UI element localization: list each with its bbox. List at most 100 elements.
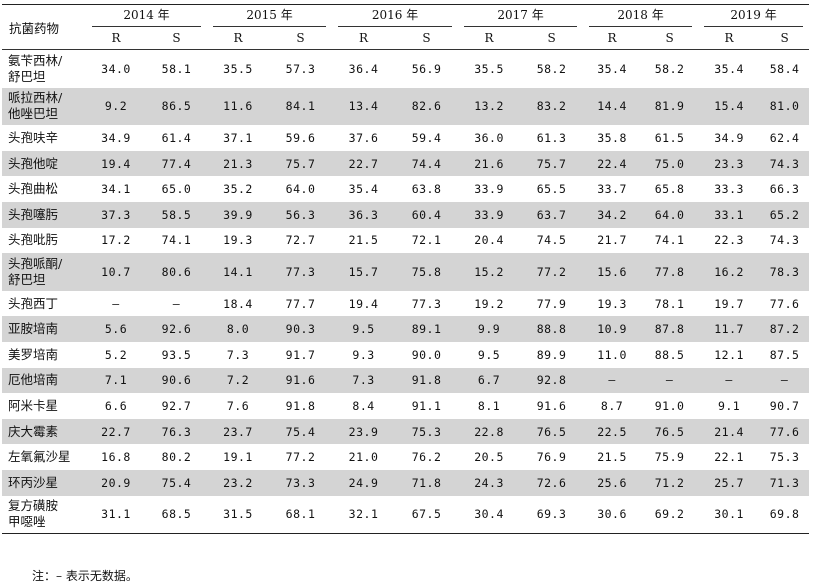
table-row: 哌拉西林/他唑巴坦 9.2 86.5 11.6 84.1 13.4 82.6 13.2 83.2… (2, 87, 810, 126)
s-value-cell: 77.7 (285, 296, 316, 311)
table-row: 头孢西丁 – – 18.4 77.7 19.4 77.3 19.2 77.9 19.3 78.1 19… (2, 291, 809, 317)
table-header: 抗菌药物 2014 年 2015 年 2016 年 2017 年 2018 年 … (2, 4, 810, 50)
s-value-cell: 61.4 (161, 130, 192, 145)
r-value-cell: 33.9 (474, 182, 504, 197)
resistance-table: 抗菌药物 2014 年 2015 年 2016 年 2017 年 2018 年 … (2, 4, 810, 535)
r-value-cell: 19.7 (714, 296, 744, 311)
year-header-label: 2017 年 (464, 5, 578, 27)
drug-name-cell: 头孢他啶 (2, 150, 86, 177)
r-value-cell: 11.6 (207, 87, 270, 126)
s-value-cell: 74.4 (395, 150, 459, 177)
s-value-cell: 75.8 (395, 253, 459, 291)
r-value-cell: 33.3 (714, 182, 744, 197)
r-value-cell: 20.5 (474, 450, 504, 465)
r-value-cell: 35.4 (714, 61, 744, 76)
table-row: 环丙沙星 20.9 75.4 23.2 73.3 24.9 71.8 24.3 72.6 25.6… (2, 469, 810, 496)
s-value-cell: 78.3 (760, 253, 810, 291)
drug-name-cell: 阿米卡星 (2, 393, 86, 419)
r-value-cell: 22.5 (583, 418, 642, 445)
r-header: R (332, 27, 396, 50)
s-value-cell: 89.1 (395, 316, 459, 342)
s-value-cell: 58.4 (769, 61, 800, 76)
s-value-cell: 90.0 (411, 347, 442, 362)
s-value-cell: 75.7 (269, 150, 333, 177)
s-value-cell: 69.3 (520, 495, 584, 535)
r-value-cell: 21.3 (207, 150, 270, 177)
r-value-cell: 23.7 (207, 418, 270, 445)
table-row: 左氧氟沙星 16.8 80.2 19.1 77.2 21.0 76.2 20.5 76.9 21.… (2, 444, 809, 470)
table-row: 头孢呋辛 34.9 61.4 37.1 59.6 37.6 59.4 36.0 61.3 35.8… (2, 125, 809, 151)
table-row: 头孢哌酮/舒巴坦 10.7 80.6 14.1 77.3 15.7 75.8 15.2 77.2… (2, 253, 810, 291)
s-value-cell: 74.5 (536, 233, 567, 248)
table-row: 厄他培南 7.1 90.6 7.2 91.6 7.3 91.8 6.7 92.8– – – – (2, 367, 810, 394)
drug-name-line: 氨苄西林/ (8, 52, 63, 68)
r-value-cell: 34.9 (714, 130, 744, 145)
drug-name-line: 厄他培南 (8, 372, 59, 388)
s-value-cell: 71.3 (760, 469, 810, 496)
r-value-cell: – (583, 367, 642, 394)
s-value-cell: 63.8 (411, 182, 442, 197)
table-row: 氨苄西林/舒巴坦 34.0 58.1 35.5 57.3 36.4 56.9 35.5 58.2… (2, 50, 809, 88)
r-value-cell: 19.3 (597, 296, 627, 311)
r-value-cell: 24.9 (332, 469, 396, 496)
drug-name-line: 左氧氟沙星 (8, 449, 71, 465)
s-value-cell: 90.7 (769, 398, 800, 413)
s-value-cell: 64.0 (641, 201, 699, 228)
s-value-cell: 65.0 (161, 182, 192, 197)
s-value-cell: 64.0 (285, 182, 316, 197)
drug-name-cell: 头孢哌酮/舒巴坦 (2, 253, 86, 291)
s-value-cell: 58.2 (654, 61, 685, 76)
r-value-cell: 21.6 (458, 150, 521, 177)
s-value-cell: 58.2 (536, 61, 567, 76)
table-row: 头孢他啶 19.4 77.4 21.3 75.7 22.7 74.4 21.6 75.7 22.4… (2, 150, 810, 177)
s-value-cell: 71.2 (641, 469, 699, 496)
s-value-cell: 81.0 (760, 87, 810, 126)
s-value-cell: 60.4 (395, 201, 459, 228)
drug-name-line: 头孢吡肟 (8, 232, 59, 248)
year-header-label: 2018 年 (589, 5, 693, 27)
s-value-cell: 65.5 (536, 182, 567, 197)
s-value-cell: 56.3 (269, 201, 333, 228)
year-header-label: 2016 年 (338, 5, 453, 27)
table-row: 头孢曲松 34.1 65.0 35.2 64.0 35.4 63.8 33.9 65.5 33.7… (2, 176, 809, 202)
drug-name-line: 头孢哌酮/ (8, 255, 63, 271)
s-value-cell: 71.8 (395, 469, 459, 496)
r-value-cell: 22.1 (714, 450, 744, 465)
s-value-cell: 75.0 (641, 150, 699, 177)
s-value-cell: 62.4 (769, 130, 800, 145)
r-value-cell: 22.8 (458, 418, 521, 445)
rs-header-row: R S R S R S R S R S R S (2, 27, 810, 50)
r-value-cell: 19.3 (223, 233, 253, 248)
r-value-cell: 14.4 (583, 87, 642, 126)
s-value-cell: – (760, 367, 810, 394)
s-value-cell: 92.8 (520, 367, 584, 394)
r-value-cell: 7.3 (332, 367, 396, 394)
r-value-cell: 35.5 (223, 61, 253, 76)
r-value-cell: 14.1 (207, 253, 270, 291)
s-value-cell: 93.5 (161, 347, 192, 362)
drug-name-line: 头孢西丁 (8, 295, 59, 311)
r-value-cell: 21.5 (348, 233, 379, 248)
r-value-cell: 34.1 (101, 182, 131, 197)
s-value-cell: 75.3 (395, 418, 459, 445)
r-value-cell: 7.2 (207, 367, 270, 394)
r-value-cell: 12.1 (714, 347, 744, 362)
s-value-cell: 77.2 (285, 450, 316, 465)
s-value-cell: – (641, 367, 699, 394)
s-value-cell: 81.9 (641, 87, 699, 126)
s-value-cell: 84.1 (269, 87, 333, 126)
year-header: 2014 年 (86, 4, 208, 27)
r-value-cell: 23.2 (207, 469, 270, 496)
drug-name-cell: 左氧氟沙星 (2, 444, 86, 470)
r-value-cell: 19.1 (223, 450, 253, 465)
r-value-cell: 35.4 (597, 61, 627, 76)
s-value-cell: 75.4 (146, 469, 208, 496)
r-value-cell: 17.2 (101, 233, 131, 248)
r-value-cell: 31.5 (207, 495, 270, 535)
drug-name-line: 甲噁唑 (8, 514, 46, 530)
year-header: 2019 年 (698, 4, 810, 27)
table-row: 美罗培南 5.2 93.5 7.3 91.7 9.3 90.0 9.5 89.9 11.0 88.5… (2, 342, 809, 368)
s-value-cell: 78.1 (654, 296, 685, 311)
table-row: 亚胺培南 5.6 92.6 8.0 90.3 9.5 89.1 9.9 88.8 10.9 87.8… (2, 316, 810, 342)
s-value-cell: 87.8 (641, 316, 699, 342)
